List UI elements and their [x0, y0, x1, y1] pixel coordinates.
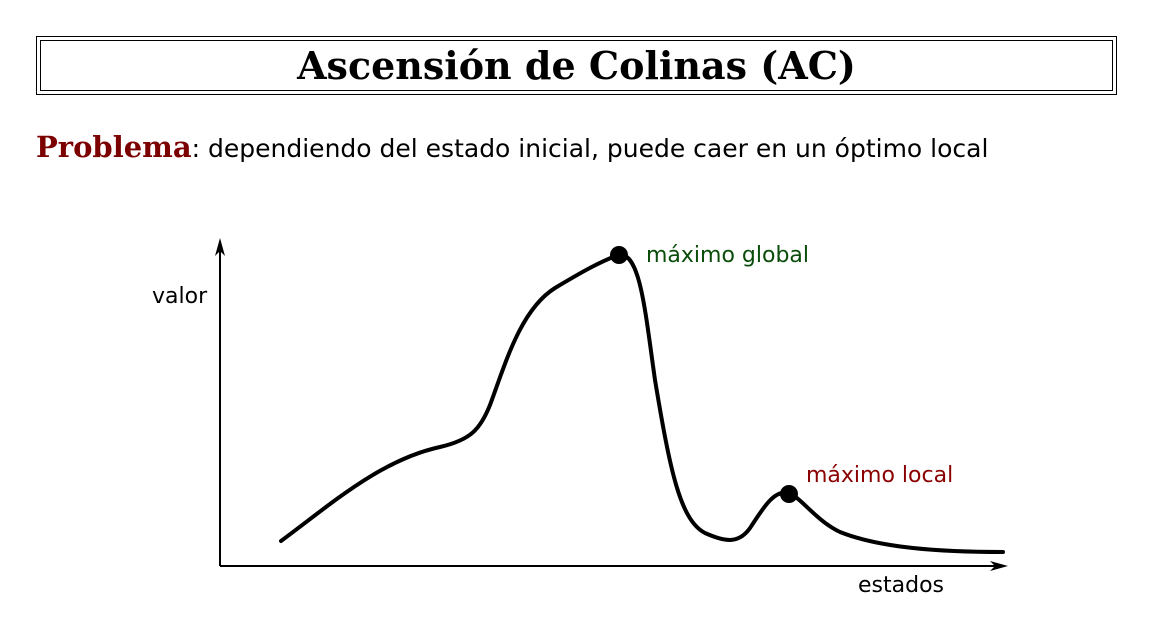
- problem-text: : dependiendo del estado inicial, puede …: [191, 134, 989, 163]
- local-max-label: máximo local: [806, 463, 953, 488]
- x-axis-label: estados: [858, 573, 944, 598]
- global-max-point: [610, 246, 628, 264]
- global-max-label: máximo global: [646, 243, 809, 268]
- y-axis-label: valor: [152, 284, 208, 309]
- title-frame-inner: Ascensión de Colinas (AC): [40, 40, 1113, 91]
- problem-statement: Problema: dependiendo del estado inicial…: [36, 130, 988, 164]
- objective-curve: [279, 252, 1005, 554]
- problem-label: Problema: [36, 130, 192, 164]
- x-axis-arrowhead: [990, 561, 1008, 571]
- local-max-point: [780, 485, 798, 503]
- slide-title: Ascensión de Colinas (AC): [297, 43, 856, 88]
- y-axis-arrowhead: [215, 238, 225, 256]
- title-frame: Ascensión de Colinas (AC): [36, 36, 1117, 95]
